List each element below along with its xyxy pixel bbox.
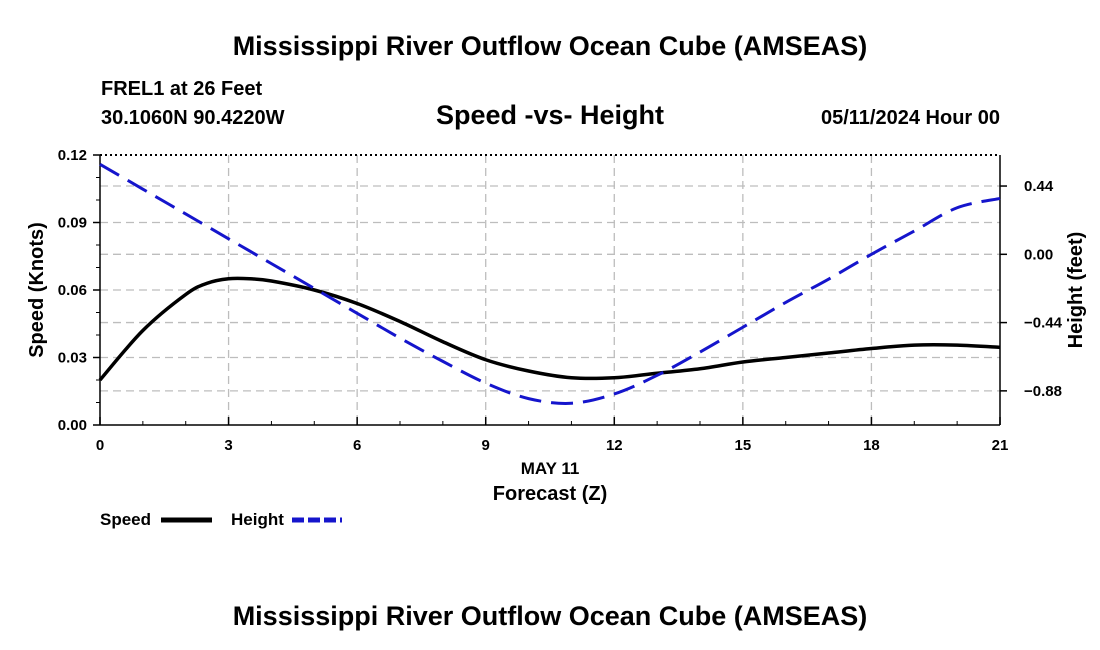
- y-tick-label: 0.03: [58, 350, 87, 367]
- station-coords: 30.1060N 90.4220W: [101, 107, 285, 129]
- page-title: Mississippi River Outflow Ocean Cube (AM…: [233, 31, 868, 61]
- axis-ticks: 0 3 6 9 12 15 18 21 0.00 0.03 0.06 0.09 0.12 −0.88 −0.…: [58, 147, 1063, 454]
- forecast-date: 05/11/2024 Hour 00: [821, 107, 1000, 129]
- grid-lines: [100, 155, 1000, 425]
- x-tick-label: 18: [863, 437, 880, 454]
- x-axis-label: Forecast (Z): [493, 483, 607, 505]
- series-line-speed: [98, 276, 1001, 382]
- x-tick-label: 9: [482, 437, 490, 454]
- y-tick-label: 0.06: [58, 282, 87, 299]
- chart-title: Speed -vs- Height: [436, 100, 664, 130]
- x-tick-label: 12: [606, 437, 623, 454]
- station-label: FREL1 at 26 Feet: [101, 78, 263, 100]
- legend: Speed Height: [100, 510, 342, 529]
- y-tick-label: 0.12: [58, 147, 87, 164]
- x-tick-label: 0: [96, 437, 104, 454]
- y-tick-label: 0.00: [58, 417, 87, 434]
- x-date-label: MAY 11: [521, 459, 580, 478]
- y2-axis-label: Height (feet): [1065, 232, 1087, 349]
- y2-tick-label: 0.44: [1024, 178, 1054, 195]
- x-tick-label: 15: [735, 437, 752, 454]
- series-line-height: [99, 163, 1001, 405]
- x-tick-label: 6: [353, 437, 361, 454]
- y-axis-label: Speed (Knots): [26, 222, 48, 358]
- y2-tick-label: −0.88: [1024, 383, 1062, 400]
- y2-tick-label: 0.00: [1024, 246, 1053, 263]
- legend-label-height: Height: [231, 510, 284, 529]
- y-tick-label: 0.09: [58, 215, 87, 232]
- footer-title: Mississippi River Outflow Ocean Cube (AM…: [233, 601, 868, 631]
- series-lines: [98, 163, 1001, 405]
- y2-tick-label: −0.44: [1024, 315, 1063, 332]
- legend-label-speed: Speed: [100, 510, 151, 529]
- x-tick-label: 21: [992, 437, 1009, 454]
- x-tick-label: 3: [224, 437, 232, 454]
